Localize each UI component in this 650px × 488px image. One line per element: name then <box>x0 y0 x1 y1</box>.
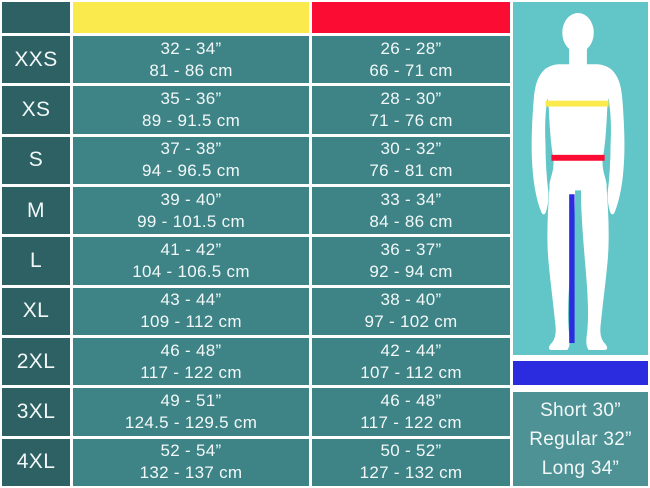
waist-cm: 76 - 81 cm <box>369 161 453 181</box>
waist-range-cell: 42 - 44” 107 - 112 cm <box>312 337 510 386</box>
waist-range-cell: 50 - 52” 127 - 132 cm <box>312 438 510 486</box>
chest-range-cell: 35 - 36” 89 - 91.5 cm <box>73 86 309 134</box>
table-corner-cell <box>2 2 70 33</box>
chest-range-cell: 46 - 48” 117 - 122 cm <box>73 337 309 386</box>
waist-inches: 50 - 52” <box>380 441 442 461</box>
waist-range-cell: 33 - 34” 84 - 86 cm <box>312 186 510 235</box>
chest-cm: 81 - 86 cm <box>149 60 233 80</box>
waist-range-cell: 26 - 28” 66 - 71 cm <box>312 36 510 84</box>
size-label: 2XL <box>2 337 70 386</box>
waist-inches: 36 - 37” <box>380 239 442 259</box>
chest-inches: 37 - 38” <box>160 139 222 159</box>
figure-left-arm <box>531 72 556 215</box>
chest-column-header-band <box>73 2 309 33</box>
chest-inches: 41 - 42” <box>160 239 222 259</box>
size-label: XXS <box>2 36 70 84</box>
chest-cm: 132 - 137 cm <box>139 463 243 483</box>
size-label: S <box>2 136 70 184</box>
chest-range-cell: 32 - 34” 81 - 86 cm <box>73 36 309 84</box>
size-table: XXS 32 - 34” 81 - 86 cm 26 - 28” 66 - 71… <box>2 2 510 486</box>
figure-right-arm <box>600 72 625 215</box>
waist-cm: 92 - 94 cm <box>369 261 453 281</box>
figure-neck <box>569 42 587 67</box>
body-figure-panel <box>513 2 648 355</box>
waist-cm: 84 - 86 cm <box>369 211 453 231</box>
chest-range-cell: 41 - 42” 104 - 106.5 cm <box>73 237 309 285</box>
waist-cm: 117 - 122 cm <box>360 412 462 432</box>
chest-range-cell: 52 - 54” 132 - 137 cm <box>73 438 309 486</box>
waist-inches: 28 - 30” <box>380 88 442 108</box>
chest-range-cell: 49 - 51” 124.5 - 129.5 cm <box>73 388 309 436</box>
chest-measure-line <box>545 100 609 107</box>
waist-measure-line <box>551 154 605 161</box>
waist-cm: 66 - 71 cm <box>369 60 453 80</box>
waist-inches: 38 - 40” <box>380 290 442 310</box>
waist-range-cell: 46 - 48” 117 - 122 cm <box>312 388 510 436</box>
waist-inches: 33 - 34” <box>380 189 442 209</box>
size-label: XL <box>2 287 70 335</box>
figure-left-leg <box>547 188 576 350</box>
chest-range-cell: 43 - 44” 109 - 112 cm <box>73 287 309 335</box>
chest-inches: 46 - 48” <box>160 340 222 360</box>
chest-inches: 49 - 51” <box>160 390 222 410</box>
waist-inches: 42 - 44” <box>380 340 442 360</box>
inseam-option-short: Short 30” <box>540 399 621 421</box>
inseam-color-bar <box>513 361 648 385</box>
waist-inches: 26 - 28” <box>380 38 442 58</box>
chest-cm: 94 - 96.5 cm <box>141 161 241 181</box>
waist-inches: 46 - 48” <box>380 390 442 410</box>
inseam-option-regular: Regular 32” <box>529 428 632 450</box>
waist-range-cell: 30 - 32” 76 - 81 cm <box>312 136 510 184</box>
size-label: 3XL <box>2 388 70 436</box>
chest-inches: 52 - 54” <box>160 441 222 461</box>
chest-inches: 32 - 34” <box>160 38 222 58</box>
chest-cm: 117 - 122 cm <box>140 362 242 382</box>
waist-inches: 30 - 32” <box>380 139 442 159</box>
human-figure-icon <box>531 12 625 350</box>
measurement-guide-panel: Short 30” Regular 32” Long 34” <box>513 2 648 486</box>
size-label: XS <box>2 86 70 134</box>
size-label: 4XL <box>2 438 70 486</box>
inseam-option-long: Long 34” <box>541 457 620 479</box>
waist-cm: 71 - 76 cm <box>369 110 453 130</box>
waist-range-cell: 36 - 37” 92 - 94 cm <box>312 237 510 285</box>
size-label: L <box>2 237 70 285</box>
waist-cm: 107 - 112 cm <box>360 362 462 382</box>
waist-column-header-band <box>312 2 510 33</box>
chest-range-cell: 37 - 38” 94 - 96.5 cm <box>73 136 309 184</box>
chest-inches: 43 - 44” <box>160 290 222 310</box>
chest-cm: 124.5 - 129.5 cm <box>124 412 258 432</box>
inseam-options-box: Short 30” Regular 32” Long 34” <box>513 392 648 486</box>
size-label: M <box>2 186 70 235</box>
figure-right-leg <box>580 188 609 350</box>
waist-cm: 127 - 132 cm <box>359 463 463 483</box>
chest-cm: 104 - 106.5 cm <box>132 261 250 281</box>
waist-cm: 97 - 102 cm <box>364 312 458 332</box>
waist-range-cell: 38 - 40” 97 - 102 cm <box>312 287 510 335</box>
chest-cm: 109 - 112 cm <box>140 312 242 332</box>
chest-inches: 39 - 40” <box>160 189 222 209</box>
inseam-measure-line <box>569 194 575 344</box>
chest-cm: 99 - 101.5 cm <box>137 211 245 231</box>
chest-cm: 89 - 91.5 cm <box>141 110 241 130</box>
chest-inches: 35 - 36” <box>160 88 222 108</box>
waist-range-cell: 28 - 30” 71 - 76 cm <box>312 86 510 134</box>
chest-range-cell: 39 - 40” 99 - 101.5 cm <box>73 186 309 235</box>
